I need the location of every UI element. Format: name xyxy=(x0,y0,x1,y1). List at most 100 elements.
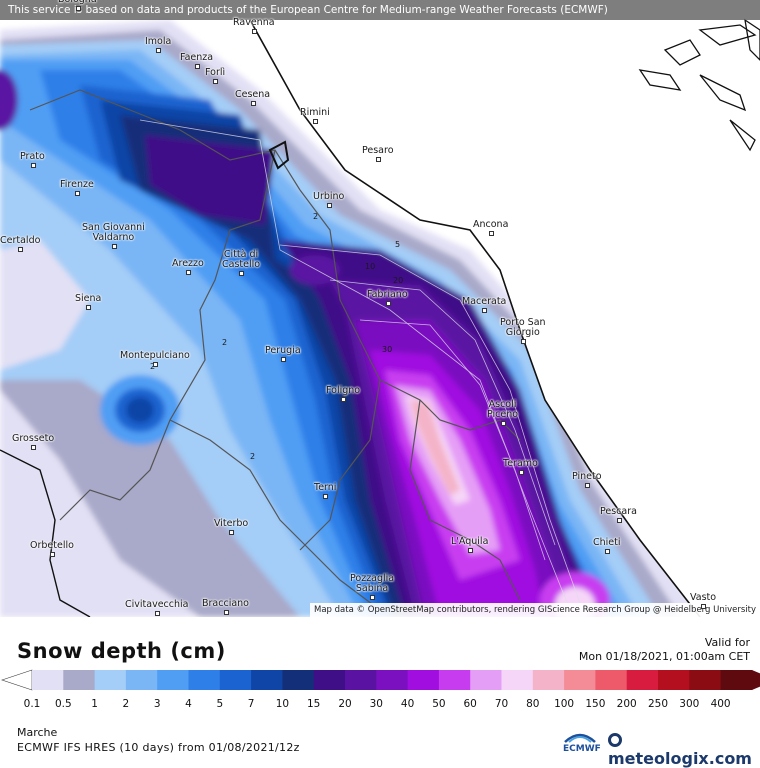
city-marker xyxy=(75,191,80,196)
colorbar-swatch xyxy=(689,670,722,690)
city-label: Perugia xyxy=(265,345,301,356)
colorbar-tick-label: 3 xyxy=(153,698,161,710)
city-marker xyxy=(323,494,328,499)
colorbar-tick-label: 5 xyxy=(216,698,224,710)
west-coastline xyxy=(0,449,91,617)
city-marker xyxy=(153,362,158,367)
colorbar-tick-label: 0.1 xyxy=(23,698,41,710)
colorbar-tick-label: 60 xyxy=(463,698,477,710)
region-label: Marche xyxy=(17,726,58,739)
colorbar-tick-label: 100 xyxy=(554,698,575,710)
colorbar-right-arrow xyxy=(751,670,760,690)
city-label: Grosseto xyxy=(12,433,55,444)
city-marker xyxy=(701,604,706,609)
colorbar-swatch xyxy=(564,670,596,690)
colorbar-tick-label: 150 xyxy=(585,698,606,710)
contour-label: 10 xyxy=(365,262,376,271)
colorbar-tick-label: 300 xyxy=(679,698,700,710)
city-label: Siena xyxy=(75,293,102,304)
colorbar-swatch xyxy=(470,670,502,690)
city-marker xyxy=(31,445,36,450)
city-label: Ravenna xyxy=(233,17,275,28)
coastline xyxy=(249,19,701,617)
colorbar-swatch xyxy=(376,670,409,690)
city-label: Certaldo xyxy=(0,235,41,246)
city-marker xyxy=(585,483,590,488)
city-marker xyxy=(252,29,257,34)
meteologix-brand[interactable]: meteologix.com xyxy=(608,730,760,768)
croatian-islands xyxy=(638,18,760,152)
colorbar-swatch xyxy=(157,670,189,690)
city-marker xyxy=(370,595,375,600)
city-label: Porto San Giorgio xyxy=(500,317,546,338)
colorbar-tick-label: 250 xyxy=(647,698,669,710)
city-label: Fabriano xyxy=(367,289,408,300)
colorbar-tick-label: 40 xyxy=(400,698,415,710)
colorbar-tick-label: 4 xyxy=(185,698,192,710)
colorbar-swatch xyxy=(407,670,440,690)
city-marker xyxy=(482,308,487,313)
colorbar-swatch xyxy=(626,670,659,690)
colorbar-swatch xyxy=(313,670,346,690)
colorbar-tick-label: 50 xyxy=(432,698,446,710)
valid-for-label: Valid for xyxy=(704,636,750,649)
city-label: Prato xyxy=(20,151,45,162)
colorbar-tick-label: 400 xyxy=(710,698,731,710)
snow-depth-map[interactable]: This service is based on data and produc… xyxy=(0,0,760,617)
city-label: San Giovanni Valdarno xyxy=(82,222,145,243)
colorbar-swatch xyxy=(345,670,377,690)
colorbar-swatch xyxy=(219,670,252,690)
colorbar-swatch xyxy=(438,670,471,690)
city-marker xyxy=(521,339,526,344)
city-marker xyxy=(605,549,610,554)
valid-time: Mon 01/18/2021, 01:00am CET xyxy=(578,650,750,663)
city-marker xyxy=(75,6,81,11)
contour-label: 2 xyxy=(222,338,228,347)
city-label: Forlì xyxy=(205,67,226,78)
colorbar-tick-label: 30 xyxy=(369,698,383,710)
city-label: Ancona xyxy=(473,219,509,230)
city-label: Teramo xyxy=(503,458,538,469)
city-label: Pesaro xyxy=(362,145,394,156)
city-label: Bologna xyxy=(58,0,97,5)
city-marker xyxy=(467,548,473,553)
contour-label: 20 xyxy=(393,276,404,285)
city-marker xyxy=(229,530,234,535)
meteologix-logo-icon xyxy=(608,733,622,747)
city-label: Chieti xyxy=(593,537,621,548)
city-label: Faenza xyxy=(180,52,214,63)
city-label: Firenze xyxy=(60,179,94,190)
colorbar xyxy=(1,669,760,691)
contour-label: 30 xyxy=(382,345,393,354)
colorbar-swatch xyxy=(188,670,221,690)
model-info: ECMWF IFS HRES (10 days) from 01/08/2021… xyxy=(17,741,300,754)
city-marker xyxy=(86,305,91,310)
colorbar-swatch xyxy=(720,670,753,690)
city-label: Pozzaglia Sabina xyxy=(350,573,395,594)
ecmwf-logo-text: ECMWF xyxy=(563,744,601,754)
city-label: Cesena xyxy=(235,89,271,100)
city-marker xyxy=(213,79,218,84)
city-label: Vasto xyxy=(690,592,717,603)
city-label: Orbetello xyxy=(30,540,74,551)
city-marker xyxy=(30,163,36,168)
city-marker xyxy=(18,247,23,252)
lake-outline xyxy=(268,140,290,170)
city-marker xyxy=(326,203,332,208)
colorbar-tick-label: 1 xyxy=(91,698,98,710)
city-label: Urbino xyxy=(313,191,345,202)
city-label: Terni xyxy=(314,482,337,493)
city-marker xyxy=(186,270,191,275)
city-label: Arezzo xyxy=(172,258,204,269)
city-label: Pescara xyxy=(600,506,637,517)
city-marker xyxy=(156,48,161,53)
city-label: Imola xyxy=(145,36,172,47)
colorbar-tick-label: 80 xyxy=(526,698,540,710)
city-marker xyxy=(341,397,346,402)
colorbar-swatch xyxy=(251,670,283,690)
city-marker xyxy=(239,271,244,276)
ecmwf-logo-icon xyxy=(564,733,596,743)
contour-label: 5 xyxy=(395,240,401,249)
colorbar-swatch xyxy=(125,670,158,690)
city-marker xyxy=(281,357,286,362)
